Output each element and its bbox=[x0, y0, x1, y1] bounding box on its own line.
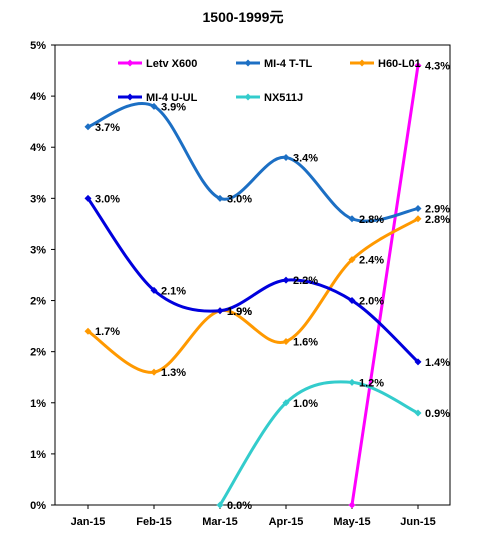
legend-marker-mi-4-t-tl bbox=[244, 59, 252, 67]
legend-item-nx511j: NX511J bbox=[236, 92, 303, 104]
data-label-mi-4-t-tl: 3.4% bbox=[293, 152, 318, 164]
data-point-mi-4-u-ul bbox=[84, 194, 92, 202]
y-tick-label: 5% bbox=[30, 40, 46, 52]
data-point-mi-4-t-tl bbox=[150, 102, 158, 110]
data-point-h60-l01 bbox=[150, 368, 158, 376]
legend-marker-mi-4-u-ul bbox=[126, 93, 134, 101]
data-point-mi-4-t-tl bbox=[348, 215, 356, 223]
series-line-nx511j bbox=[218, 380, 420, 507]
legend-label-mi-4-u-ul: MI-4 U-UL bbox=[146, 92, 198, 104]
legend-item-letv-x600: Letv X600 bbox=[118, 58, 197, 70]
data-point-mi-4-u-ul bbox=[282, 276, 290, 284]
series-line-mi-4-t-tl bbox=[86, 102, 420, 223]
legend-label-letv-x600: Letv X600 bbox=[146, 58, 197, 70]
y-tick-label: 2% bbox=[30, 296, 46, 308]
series-line-letv-x600 bbox=[350, 63, 420, 507]
data-point-mi-4-u-ul bbox=[348, 297, 356, 305]
data-label-mi-4-u-ul: 2.1% bbox=[161, 285, 186, 297]
data-point-nx511j bbox=[216, 501, 224, 509]
legend-marker-h60-l01 bbox=[358, 59, 366, 67]
data-label-mi-4-t-tl: 3.0% bbox=[227, 193, 252, 205]
data-point-h60-l01 bbox=[84, 327, 92, 335]
data-label-nx511j: 0.9% bbox=[425, 408, 450, 420]
y-tick-label: 3% bbox=[30, 193, 46, 205]
series-line-mi-4-u-ul bbox=[86, 196, 420, 364]
legend-item-h60-l01: H60-L01 bbox=[350, 58, 421, 70]
data-point-h60-l01 bbox=[282, 337, 290, 345]
data-label-h60-l01: 2.8% bbox=[425, 214, 450, 226]
data-label-nx511j: 1.0% bbox=[293, 398, 318, 410]
data-label-mi-4-u-ul: 3.0% bbox=[95, 193, 120, 205]
data-label-h60-l01: 1.6% bbox=[293, 336, 318, 348]
y-tick-label: 4% bbox=[30, 142, 46, 154]
data-point-letv-x600 bbox=[348, 501, 356, 509]
legend-marker-nx511j bbox=[244, 93, 252, 101]
x-tick-label: Jun-15 bbox=[400, 516, 435, 528]
y-tick-label: 4% bbox=[30, 91, 46, 103]
data-label-mi-4-t-tl: 3.9% bbox=[161, 101, 186, 113]
data-label-mi-4-t-tl: 2.9% bbox=[425, 204, 450, 216]
chart-title: 1500-1999元 bbox=[203, 9, 284, 25]
x-tick-label: Mar-15 bbox=[202, 516, 237, 528]
data-point-nx511j bbox=[282, 399, 290, 407]
plot-frame bbox=[54, 44, 451, 506]
y-tick-label: 2% bbox=[30, 347, 46, 359]
data-point-mi-4-t-tl bbox=[414, 205, 422, 213]
data-point-mi-4-u-ul bbox=[216, 307, 224, 315]
y-tick-label: 1% bbox=[30, 398, 46, 410]
data-point-mi-4-t-tl bbox=[282, 153, 290, 161]
data-label-nx511j: 1.2% bbox=[359, 377, 384, 389]
y-tick-label: 3% bbox=[30, 244, 46, 256]
data-point-nx511j bbox=[348, 378, 356, 386]
legend-item-mi-4-t-tl: MI-4 T-TL bbox=[236, 58, 313, 70]
data-point-mi-4-u-ul bbox=[414, 358, 422, 366]
data-label-h60-l01: 1.7% bbox=[95, 326, 120, 338]
legend-item-mi-4-u-ul: MI-4 U-UL bbox=[118, 92, 198, 104]
data-point-mi-4-u-ul bbox=[150, 286, 158, 294]
data-label-mi-4-u-ul: 2.0% bbox=[359, 296, 384, 308]
legend-label-mi-4-t-tl: MI-4 T-TL bbox=[264, 58, 313, 70]
data-point-mi-4-t-tl bbox=[84, 123, 92, 131]
y-tick-label: 1% bbox=[30, 449, 46, 461]
data-point-letv-x600 bbox=[414, 61, 422, 69]
data-label-h60-l01: 1.3% bbox=[161, 367, 186, 379]
data-label-h60-l01: 1.9% bbox=[227, 306, 252, 318]
x-tick-label: Apr-15 bbox=[269, 516, 304, 528]
data-label-mi-4-u-ul: 1.9% bbox=[227, 306, 252, 318]
y-tick-label: 0% bbox=[30, 500, 46, 512]
data-label-nx511j: 0.0% bbox=[227, 500, 252, 512]
legend-marker-letv-x600 bbox=[126, 59, 134, 67]
data-label-letv-x600: 4.3% bbox=[425, 60, 450, 72]
x-tick-label: May-15 bbox=[333, 516, 370, 528]
x-tick-label: Jan-15 bbox=[71, 516, 106, 528]
x-tick-label: Feb-15 bbox=[136, 516, 171, 528]
data-label-h60-l01: 2.4% bbox=[359, 255, 384, 267]
data-point-h60-l01 bbox=[348, 256, 356, 264]
data-label-mi-4-t-tl: 3.7% bbox=[95, 122, 120, 134]
legend-label-h60-l01: H60-L01 bbox=[378, 58, 421, 70]
data-point-mi-4-t-tl bbox=[216, 194, 224, 202]
data-label-mi-4-u-ul: 2.2% bbox=[293, 275, 318, 287]
data-label-mi-4-u-ul: 1.4% bbox=[425, 357, 450, 369]
legend-label-nx511j: NX511J bbox=[264, 92, 303, 104]
data-label-mi-4-t-tl: 2.8% bbox=[359, 214, 384, 226]
data-point-nx511j bbox=[414, 409, 422, 417]
data-point-h60-l01 bbox=[414, 215, 422, 223]
